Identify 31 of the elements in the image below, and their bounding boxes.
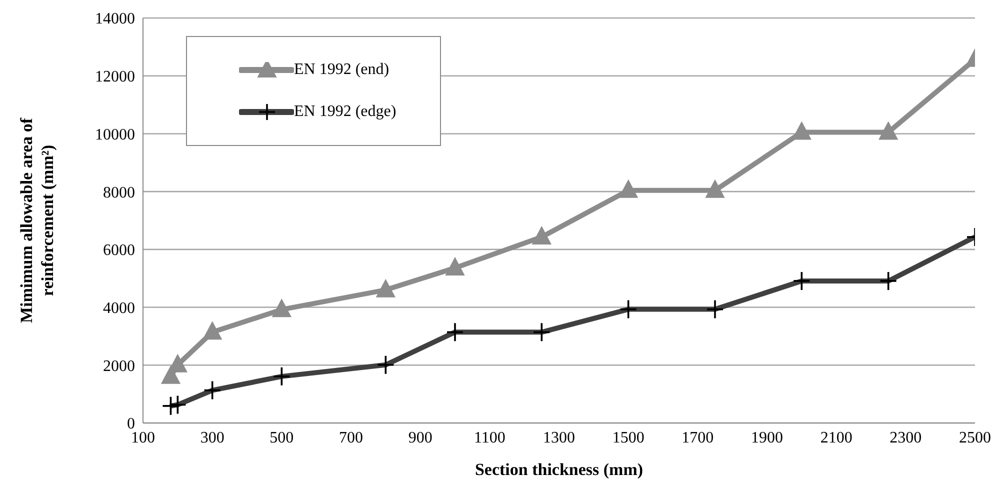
point [878, 122, 898, 140]
x-tick-label: 1700 [682, 429, 714, 446]
x-tick-label: 1500 [612, 429, 644, 446]
legend-label: EN 1992 (edge) [294, 103, 396, 121]
point [272, 299, 292, 318]
point [706, 180, 724, 198]
point [532, 226, 552, 244]
x-tick-label: 2300 [890, 429, 922, 446]
x-tick-label: 1900 [751, 429, 783, 446]
point [376, 279, 396, 298]
y-tick-label: 2000 [103, 358, 135, 375]
x-tick-label: 1300 [543, 429, 575, 446]
y-tick-label: 10000 [95, 126, 135, 144]
y-axis-title: Mimimum allowable area of reinforcement (mm²) [17, 118, 57, 324]
x-axis-title: Section thickness (mm) [474, 460, 644, 479]
x-tick-label: 2500 [959, 429, 991, 446]
x-tick-label: 700 [339, 429, 363, 446]
y-tick-label: 8000 [103, 184, 135, 202]
legend-label: EN 1992 (end) [294, 61, 390, 79]
point [446, 257, 464, 276]
x-tick-label: 2100 [820, 429, 852, 446]
x-tick-label: 900 [408, 429, 432, 446]
point [618, 180, 638, 198]
y-tick-label: 14000 [95, 10, 135, 28]
point [202, 322, 222, 340]
y-tick-label: 12000 [95, 68, 135, 86]
y-tick-label: 6000 [103, 242, 135, 260]
x-tick-label: 300 [200, 429, 224, 446]
x-tick-label: 1100 [474, 429, 506, 446]
x-tick-label: 500 [270, 429, 294, 446]
y-tick-label: 4000 [103, 300, 135, 317]
